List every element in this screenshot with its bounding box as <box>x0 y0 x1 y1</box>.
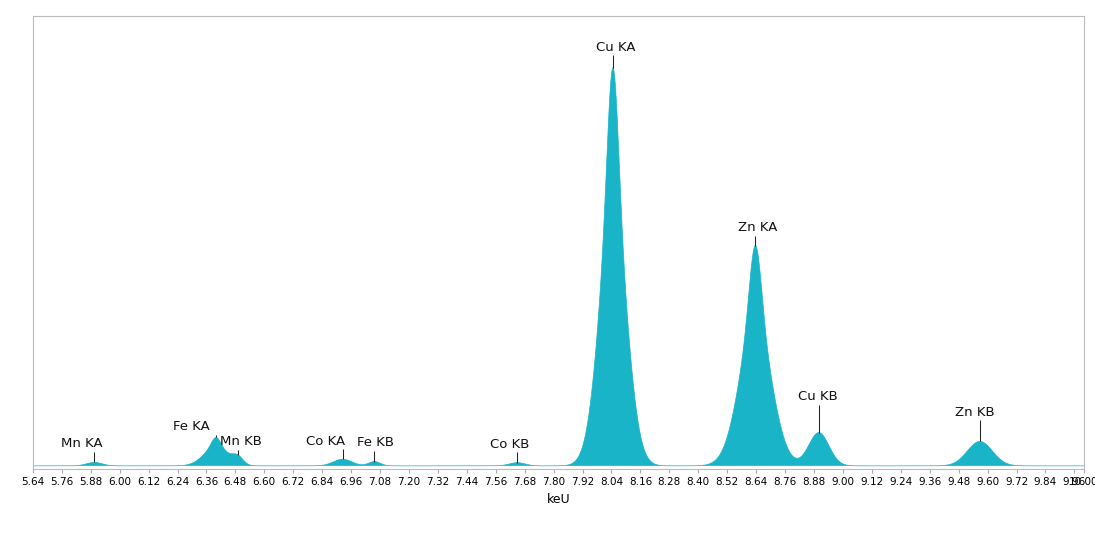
Text: Fe KA: Fe KA <box>173 420 209 433</box>
Text: Zn KA: Zn KA <box>738 221 777 234</box>
Text: Fe KB: Fe KB <box>357 436 394 449</box>
Text: Cu KB: Cu KB <box>798 390 838 403</box>
Text: Mn KB: Mn KB <box>220 435 262 448</box>
Text: Cu KA: Cu KA <box>596 41 635 54</box>
Text: Zn KB: Zn KB <box>955 406 994 419</box>
Text: Mn KA: Mn KA <box>60 437 102 450</box>
X-axis label: keU: keU <box>546 493 570 506</box>
Text: Co KB: Co KB <box>489 438 529 451</box>
Text: Co KA: Co KA <box>307 434 346 448</box>
